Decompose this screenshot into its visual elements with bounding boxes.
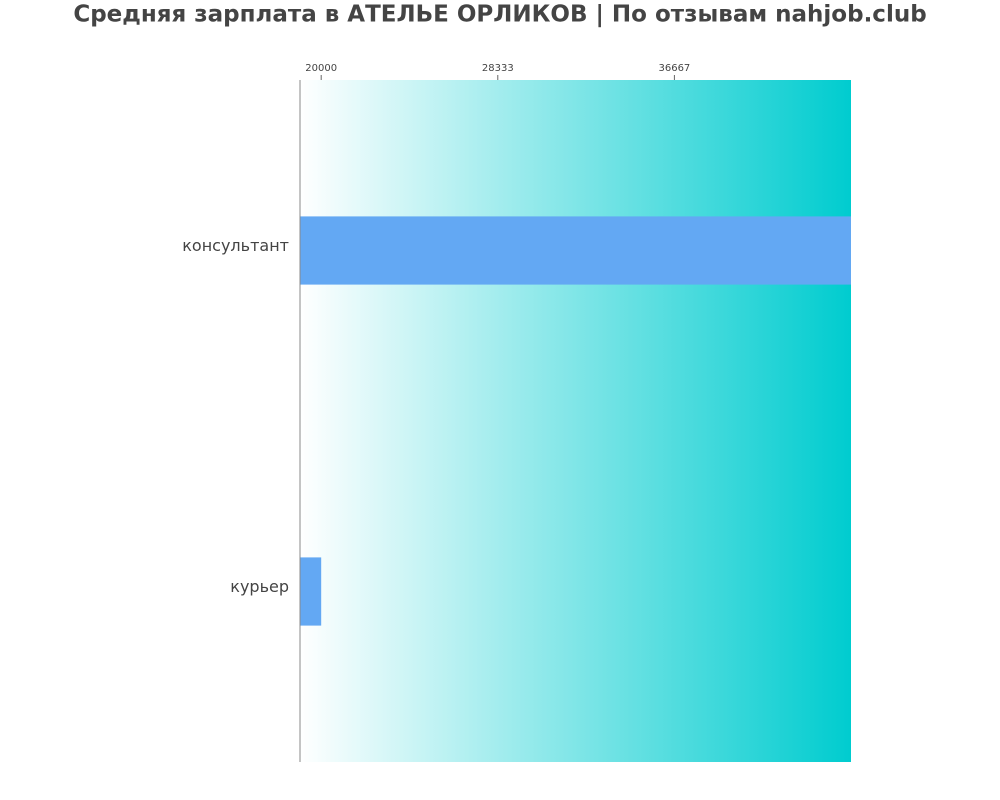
x-tick-label: 36667 [658,63,690,74]
x-tick-label: 28333 [482,63,514,74]
y-tick-label: курьер [230,577,289,596]
plot-background [300,80,851,762]
bar [300,216,851,285]
bar [300,557,322,626]
chart-title: Средняя зарплата в АТЕЛЬЕ ОРЛИКОВ | По о… [73,2,926,28]
x-tick-label: 20000 [305,63,337,74]
y-tick-label: консультант [182,236,289,255]
